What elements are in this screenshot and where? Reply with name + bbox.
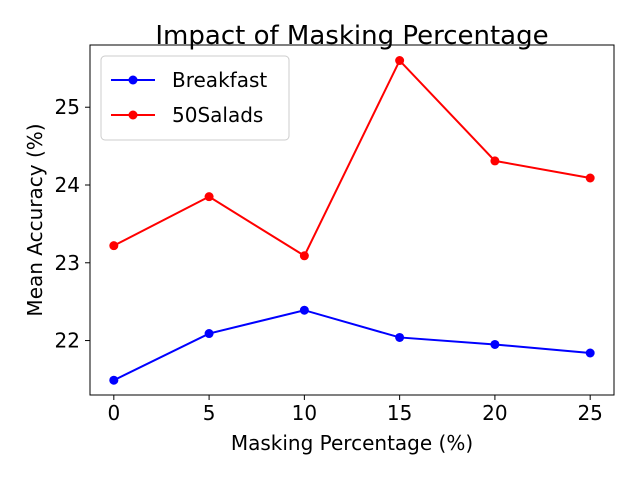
data-point-50salads	[299, 251, 309, 261]
data-point-breakfast	[585, 348, 595, 358]
y-axis-label: Mean Accuracy (%)	[23, 123, 47, 316]
legend-label-50salads: 50Salads	[172, 103, 263, 127]
data-point-50salads	[109, 241, 119, 251]
data-point-breakfast	[109, 375, 119, 385]
data-point-50salads	[585, 173, 595, 183]
series-line-breakfast	[113, 309, 591, 382]
chart-title: Impact of Masking Percentage	[155, 21, 548, 51]
x-tick-label: 25	[577, 401, 602, 425]
data-point-breakfast	[204, 329, 214, 339]
x-tick-label: 10	[292, 401, 317, 425]
data-point-50salads	[395, 56, 405, 66]
legend-swatch-marker-breakfast	[128, 75, 138, 85]
data-point-50salads	[204, 192, 214, 202]
y-tick-label: 24	[55, 173, 80, 197]
legend: Breakfast 50Salads	[100, 55, 290, 141]
data-point-breakfast	[490, 339, 500, 349]
x-tick-label: 15	[387, 401, 412, 425]
data-point-50salads	[490, 156, 500, 166]
data-point-breakfast	[299, 305, 309, 315]
y-tick-label: 23	[55, 251, 80, 275]
y-tick-label: 25	[55, 95, 80, 119]
axes-frame	[89, 44, 615, 396]
legend-box	[100, 55, 290, 141]
series-line-50salads	[113, 58, 591, 258]
y-axis-ticks: 22 23 24 25	[55, 95, 90, 353]
legend-swatch-marker-50salads	[128, 110, 138, 120]
y-tick-label: 22	[55, 329, 80, 353]
x-axis-ticks: 0 5 10 15 20 25	[107, 395, 603, 425]
data-point-breakfast	[395, 332, 405, 342]
x-tick-label: 0	[107, 401, 120, 425]
x-tick-label: 20	[482, 401, 507, 425]
x-tick-label: 5	[203, 401, 216, 425]
legend-label-breakfast: Breakfast	[172, 68, 267, 92]
x-axis-label: Masking Percentage (%)	[231, 431, 473, 455]
plot-area	[109, 56, 595, 385]
